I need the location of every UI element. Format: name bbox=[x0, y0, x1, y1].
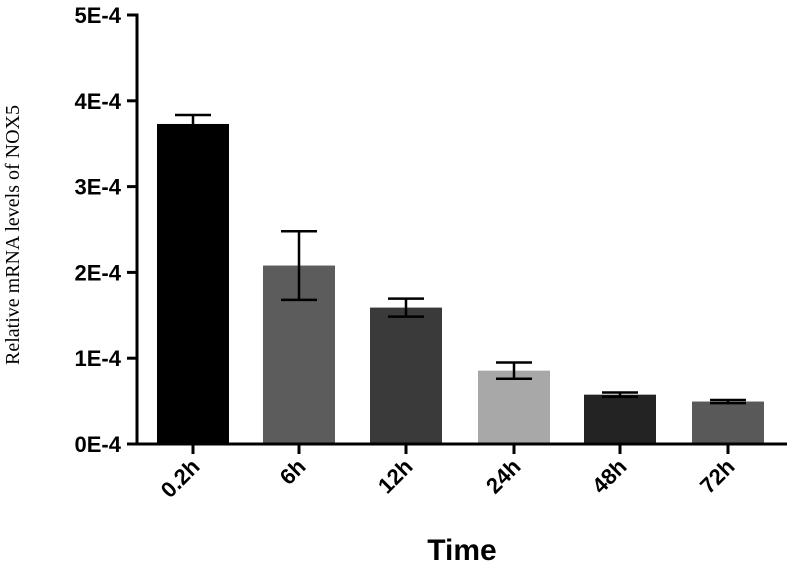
y-tick-label: 0E-4 bbox=[75, 432, 122, 457]
y-axis-title: Relative mRNA levels of NOX5 bbox=[2, 105, 24, 365]
bar-12h bbox=[370, 307, 442, 444]
bar-72h bbox=[692, 401, 764, 444]
x-tick-label: 72h bbox=[695, 454, 739, 498]
error-bar-6h bbox=[281, 229, 317, 302]
x-tick-label: 6h bbox=[275, 454, 311, 490]
y-tick-label: 1E-4 bbox=[75, 346, 122, 371]
error-bar-0.2h bbox=[175, 113, 211, 135]
x-tick-label: 48h bbox=[587, 454, 631, 498]
y-tick-label: 2E-4 bbox=[75, 260, 122, 285]
x-tick-label: 12h bbox=[373, 454, 417, 498]
error-bar-12h bbox=[388, 297, 424, 318]
y-tick-label: 5E-4 bbox=[75, 3, 122, 28]
y-tick-label: 3E-4 bbox=[75, 175, 122, 200]
error-bar-24h bbox=[496, 361, 532, 381]
y-tick-label: 4E-4 bbox=[75, 89, 122, 114]
error-bar-48h bbox=[602, 391, 638, 399]
bar-48h bbox=[584, 394, 656, 444]
x-axis-ticks: 0.2h 6h 12h 24h 48h 72h bbox=[156, 444, 740, 503]
error-bar-72h bbox=[710, 398, 746, 405]
bar-0.2h bbox=[157, 123, 229, 444]
y-axis-ticks: 0E-4 1E-4 2E-4 3E-4 4E-4 5E-4 bbox=[75, 3, 137, 457]
error-bars-group bbox=[175, 113, 746, 405]
x-tick-label: 24h bbox=[481, 454, 525, 498]
x-tick-label: 0.2h bbox=[156, 454, 205, 503]
bars-group bbox=[157, 123, 764, 444]
x-axis-title: Time bbox=[427, 534, 496, 566]
bar-24h bbox=[478, 370, 550, 444]
